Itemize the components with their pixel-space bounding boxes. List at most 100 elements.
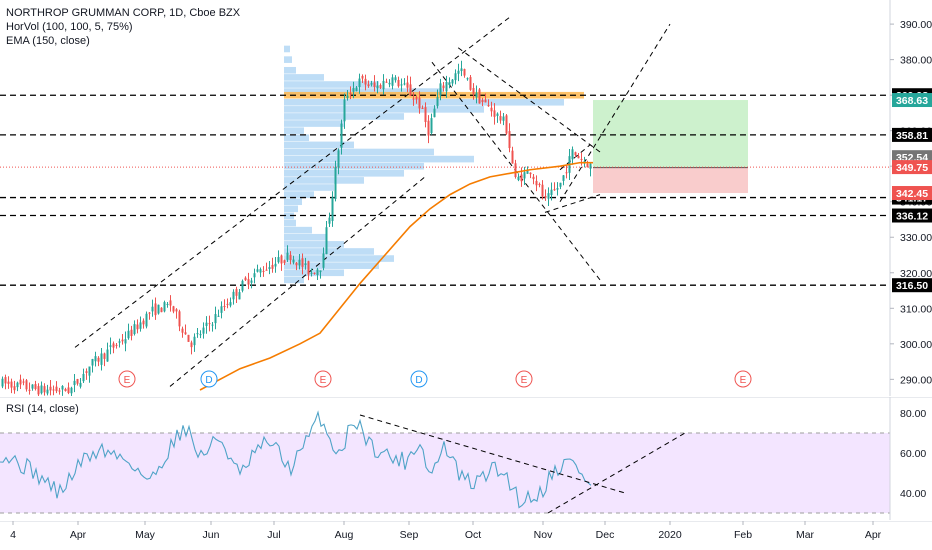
candle-body bbox=[70, 387, 73, 394]
candle-body bbox=[478, 89, 481, 104]
time-tick-label: Jul bbox=[267, 529, 280, 541]
candle-body bbox=[280, 255, 283, 264]
candle-body bbox=[328, 217, 331, 224]
candle-body bbox=[256, 269, 259, 272]
time-tick-label: 2020 bbox=[658, 529, 682, 541]
candle-body bbox=[166, 303, 169, 305]
candle-body bbox=[496, 113, 499, 116]
volume-profile-bin bbox=[284, 120, 344, 127]
candle-body bbox=[412, 98, 415, 100]
candle-body bbox=[370, 83, 373, 85]
time-tick-label: Jun bbox=[203, 529, 220, 541]
candle-body bbox=[577, 155, 580, 159]
candle-body bbox=[202, 327, 205, 334]
candle-body bbox=[100, 353, 103, 365]
candle-body bbox=[37, 386, 40, 395]
event-marker: E bbox=[515, 370, 533, 388]
volume-profile-bin bbox=[284, 155, 474, 163]
candle-body bbox=[310, 272, 313, 274]
candle-body bbox=[25, 380, 28, 390]
candle-body bbox=[355, 87, 358, 92]
time-tick-label: Feb bbox=[734, 529, 752, 541]
candle-body bbox=[454, 73, 457, 81]
volume-profile-bin bbox=[284, 276, 304, 284]
candle-body bbox=[232, 291, 235, 300]
candle-body bbox=[52, 389, 55, 391]
trendline bbox=[74, 16, 511, 348]
candle-body bbox=[151, 306, 154, 312]
candle-body bbox=[424, 107, 427, 122]
candle-body bbox=[34, 384, 37, 390]
candle-body bbox=[106, 349, 109, 362]
event-marker-circle bbox=[118, 370, 136, 388]
candle-body bbox=[172, 306, 175, 312]
candle-body bbox=[184, 332, 187, 335]
volume-profile-bin bbox=[284, 56, 292, 63]
candle-body bbox=[403, 83, 406, 85]
candle-body bbox=[514, 163, 517, 178]
candle-body bbox=[541, 184, 544, 197]
candle-body bbox=[16, 382, 19, 388]
time-tick-label: Apr bbox=[865, 529, 882, 541]
candle-body bbox=[91, 359, 94, 366]
candle-body bbox=[322, 253, 325, 268]
volume-profile-bin bbox=[284, 74, 324, 81]
candle-body bbox=[547, 193, 550, 199]
candle-body bbox=[469, 77, 472, 90]
candle-body bbox=[316, 269, 319, 275]
rsi-chart[interactable]: 80.00 60.00 40.00 bbox=[0, 397, 932, 520]
candle-body bbox=[391, 77, 394, 86]
candle-body bbox=[220, 306, 223, 313]
candle-body bbox=[532, 176, 535, 180]
rsi-tick-label: 40.00 bbox=[900, 488, 926, 500]
candle-body bbox=[196, 333, 199, 335]
candle-body bbox=[13, 386, 16, 391]
candle-body bbox=[445, 81, 448, 92]
volume-profile-bin bbox=[284, 45, 290, 53]
candle-body bbox=[544, 195, 547, 198]
candle-body bbox=[487, 105, 490, 107]
event-marker-circle bbox=[734, 370, 752, 388]
candle-body bbox=[301, 258, 304, 267]
candle-body bbox=[442, 85, 445, 89]
candle-body bbox=[253, 273, 256, 278]
chart-legend: NORTHROP GRUMMAN CORP, 1D, Cboe BZX HorV… bbox=[6, 6, 240, 48]
volume-profile-bin bbox=[284, 98, 564, 106]
ema-legend: EMA (150, close) bbox=[6, 35, 90, 47]
candle-body bbox=[379, 85, 382, 89]
candle-body bbox=[262, 270, 265, 272]
candle-body bbox=[490, 107, 493, 112]
volume-profile-bin bbox=[284, 198, 302, 206]
target-zone bbox=[593, 100, 748, 168]
candle-body bbox=[67, 387, 70, 393]
candle-body bbox=[199, 334, 202, 336]
volume-profile-bin bbox=[284, 170, 404, 177]
candle-body bbox=[157, 304, 160, 314]
price-axis-label-box bbox=[892, 186, 932, 201]
price-chart[interactable]: EDEDEE290.00300.00310.00320.00330.00340.… bbox=[0, 0, 932, 396]
event-marker-circle bbox=[515, 370, 533, 388]
candle-body bbox=[22, 381, 25, 383]
candle-body bbox=[415, 97, 418, 100]
candle-body bbox=[115, 344, 118, 346]
candle-body bbox=[373, 82, 376, 88]
candle-body bbox=[511, 150, 514, 164]
stop-zone bbox=[593, 167, 748, 194]
candle-body bbox=[208, 323, 211, 325]
rsi-trendline bbox=[359, 414, 626, 494]
candle-body bbox=[238, 292, 241, 300]
candle-body bbox=[64, 388, 67, 391]
candle-body bbox=[382, 80, 385, 90]
candle-body bbox=[187, 334, 190, 342]
candle-body bbox=[211, 324, 214, 326]
candle-body bbox=[226, 303, 229, 305]
candle-body bbox=[406, 82, 409, 88]
event-marker-label: E bbox=[124, 375, 131, 386]
candle-body bbox=[475, 92, 478, 98]
candle-body bbox=[58, 390, 61, 392]
candle-body bbox=[55, 386, 58, 392]
event-marker: E bbox=[734, 370, 752, 388]
candle-body bbox=[136, 324, 139, 330]
candle-body bbox=[265, 269, 268, 271]
candle-body bbox=[82, 373, 85, 382]
